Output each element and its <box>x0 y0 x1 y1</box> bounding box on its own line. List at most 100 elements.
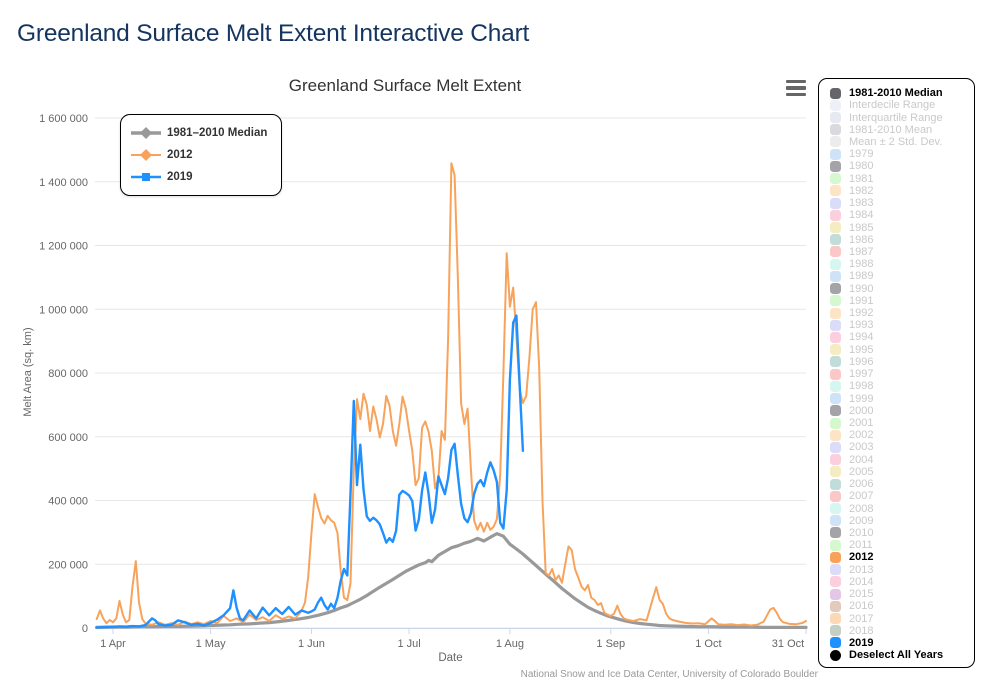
legend-swatch-icon <box>830 173 841 185</box>
legend-item-1990[interactable]: 1990 <box>830 283 970 295</box>
legend-item-label: Mean ± 2 Std. Dev. <box>849 135 943 148</box>
legend-item-2006[interactable]: 2006 <box>830 478 970 490</box>
legend-item-2011[interactable]: 2011 <box>830 539 970 551</box>
legend-item-label: 1985 <box>849 221 874 234</box>
legend-item-2000[interactable]: 2000 <box>830 405 970 417</box>
legend-item-2017[interactable]: 2017 <box>830 612 970 625</box>
legend-item-2016[interactable]: 2016 <box>830 600 970 612</box>
legend-item-1981-2010-mean[interactable]: 1981-2010 Mean <box>830 124 970 136</box>
legend-item-2002[interactable]: 2002 <box>830 429 970 441</box>
legend-item-label: 2003 <box>849 441 874 454</box>
legend-swatch-icon <box>830 405 841 417</box>
legend-swatch-icon <box>830 331 841 343</box>
legend-item-label: 1986 <box>849 233 874 246</box>
legend-item-1984[interactable]: 1984 <box>830 209 970 221</box>
legend-item-deselect-all-years[interactable]: Deselect All Years <box>830 649 970 661</box>
legend-swatch-icon <box>830 246 841 258</box>
hamburger-menu-icon[interactable] <box>786 80 806 96</box>
legend-item-1998[interactable]: 1998 <box>830 380 970 392</box>
inset-legend-label: 1981–2010 Median <box>167 127 268 139</box>
legend-swatch-icon <box>830 625 841 637</box>
legend-swatch-icon <box>830 564 841 576</box>
legend-item-label: 2001 <box>849 417 874 430</box>
legend-swatch-icon <box>830 441 841 453</box>
legend-item-label: 1991 <box>849 294 874 307</box>
legend-item-label: 1984 <box>849 209 874 222</box>
legend-swatch-icon <box>830 222 841 234</box>
x-axis-tick-label: 1 May <box>196 638 226 650</box>
legend-item-2010[interactable]: 2010 <box>830 527 970 539</box>
legend-item-1988[interactable]: 1988 <box>830 258 970 270</box>
inset-legend-label: 2012 <box>167 149 193 161</box>
legend-swatch-icon <box>830 600 841 612</box>
legend-swatch-icon <box>830 588 841 600</box>
legend-item-1980[interactable]: 1980 <box>830 160 970 172</box>
legend-item-2007[interactable]: 2007 <box>830 490 970 502</box>
legend-item-1981-2010-median[interactable]: 1981-2010 Median <box>830 87 970 99</box>
series-line-2012[interactable] <box>95 162 807 627</box>
legend-item-label: 1987 <box>849 245 874 258</box>
legend-item-label: 1981-2010 Median <box>849 87 943 100</box>
legend-swatch-icon <box>830 112 841 124</box>
legend-item-1982[interactable]: 1982 <box>830 185 970 197</box>
legend-swatch-icon <box>830 429 841 441</box>
diamond-marker-icon <box>131 127 161 139</box>
legend-item-2005[interactable]: 2005 <box>830 466 970 478</box>
legend-item-label: 1993 <box>849 319 874 332</box>
legend-item-2014[interactable]: 2014 <box>830 576 970 588</box>
legend-item-2008[interactable]: 2008 <box>830 502 970 515</box>
legend-item-label: 1997 <box>849 368 874 381</box>
legend-item-1989[interactable]: 1989 <box>830 270 970 282</box>
x-axis-tick-label: 1 Jun <box>298 638 325 650</box>
legend-item-2015[interactable]: 2015 <box>830 588 970 600</box>
legend-swatch-icon <box>830 197 841 209</box>
legend-item-1979[interactable]: 1979 <box>830 148 970 160</box>
legend-item-label: 1983 <box>849 197 874 210</box>
legend-item-1997[interactable]: 1997 <box>830 368 970 380</box>
legend-item-1996[interactable]: 1996 <box>830 356 970 368</box>
legend-item-label: 2015 <box>849 588 874 601</box>
legend-item-interquartile-range[interactable]: Interquartile Range <box>830 111 970 124</box>
x-axis-tick-label: 31 Oct <box>772 638 804 650</box>
legend-item-label: 1988 <box>849 258 874 271</box>
legend-swatch-icon <box>830 478 841 490</box>
legend-item-label: 1992 <box>849 307 874 320</box>
inset-legend-item-1981-2010-median[interactable]: 1981–2010 Median <box>131 122 267 144</box>
inset-legend-item-2019[interactable]: 2019 <box>131 166 267 188</box>
legend-item-2004[interactable]: 2004 <box>830 454 970 466</box>
legend-item-mean-2-std-dev-[interactable]: Mean ± 2 Std. Dev. <box>830 136 970 148</box>
legend-item-1986[interactable]: 1986 <box>830 234 970 246</box>
hamburger-bar <box>786 92 806 96</box>
legend-item-1985[interactable]: 1985 <box>830 221 970 234</box>
legend-item-1999[interactable]: 1999 <box>830 392 970 405</box>
series-line-1981-2010-median[interactable] <box>95 531 808 630</box>
legend-item-2019[interactable]: 2019 <box>830 637 970 649</box>
legend-item-label: 1980 <box>849 160 874 173</box>
legend-item-1991[interactable]: 1991 <box>830 295 970 307</box>
legend-swatch-icon <box>830 258 841 270</box>
x-axis-title: Date <box>438 652 463 664</box>
legend-item-1987[interactable]: 1987 <box>830 246 970 258</box>
legend-item-2009[interactable]: 2009 <box>830 515 970 527</box>
legend-swatch-icon <box>830 380 841 392</box>
legend-item-label: 2018 <box>849 624 874 637</box>
diamond-marker-icon <box>131 149 161 161</box>
legend-item-2003[interactable]: 2003 <box>830 441 970 453</box>
legend-item-label: 2017 <box>849 612 874 625</box>
legend-item-label: 1982 <box>849 184 874 197</box>
legend-item-label: 1979 <box>849 148 874 161</box>
inset-legend-item-2012[interactable]: 2012 <box>131 144 267 166</box>
series-line-2019[interactable] <box>95 314 525 629</box>
legend-item-interdecile-range[interactable]: Interdecile Range <box>830 99 970 111</box>
legend-item-2012[interactable]: 2012 <box>830 551 970 563</box>
legend-item-1994[interactable]: 1994 <box>830 331 970 343</box>
legend-item-1995[interactable]: 1995 <box>830 344 970 356</box>
legend-item-2013[interactable]: 2013 <box>830 564 970 576</box>
legend-item-2001[interactable]: 2001 <box>830 417 970 429</box>
legend-item-1981[interactable]: 1981 <box>830 173 970 185</box>
legend-item-1983[interactable]: 1983 <box>830 197 970 209</box>
legend-item-1992[interactable]: 1992 <box>830 307 970 319</box>
legend-item-2018[interactable]: 2018 <box>830 625 970 637</box>
legend-item-1993[interactable]: 1993 <box>830 319 970 331</box>
